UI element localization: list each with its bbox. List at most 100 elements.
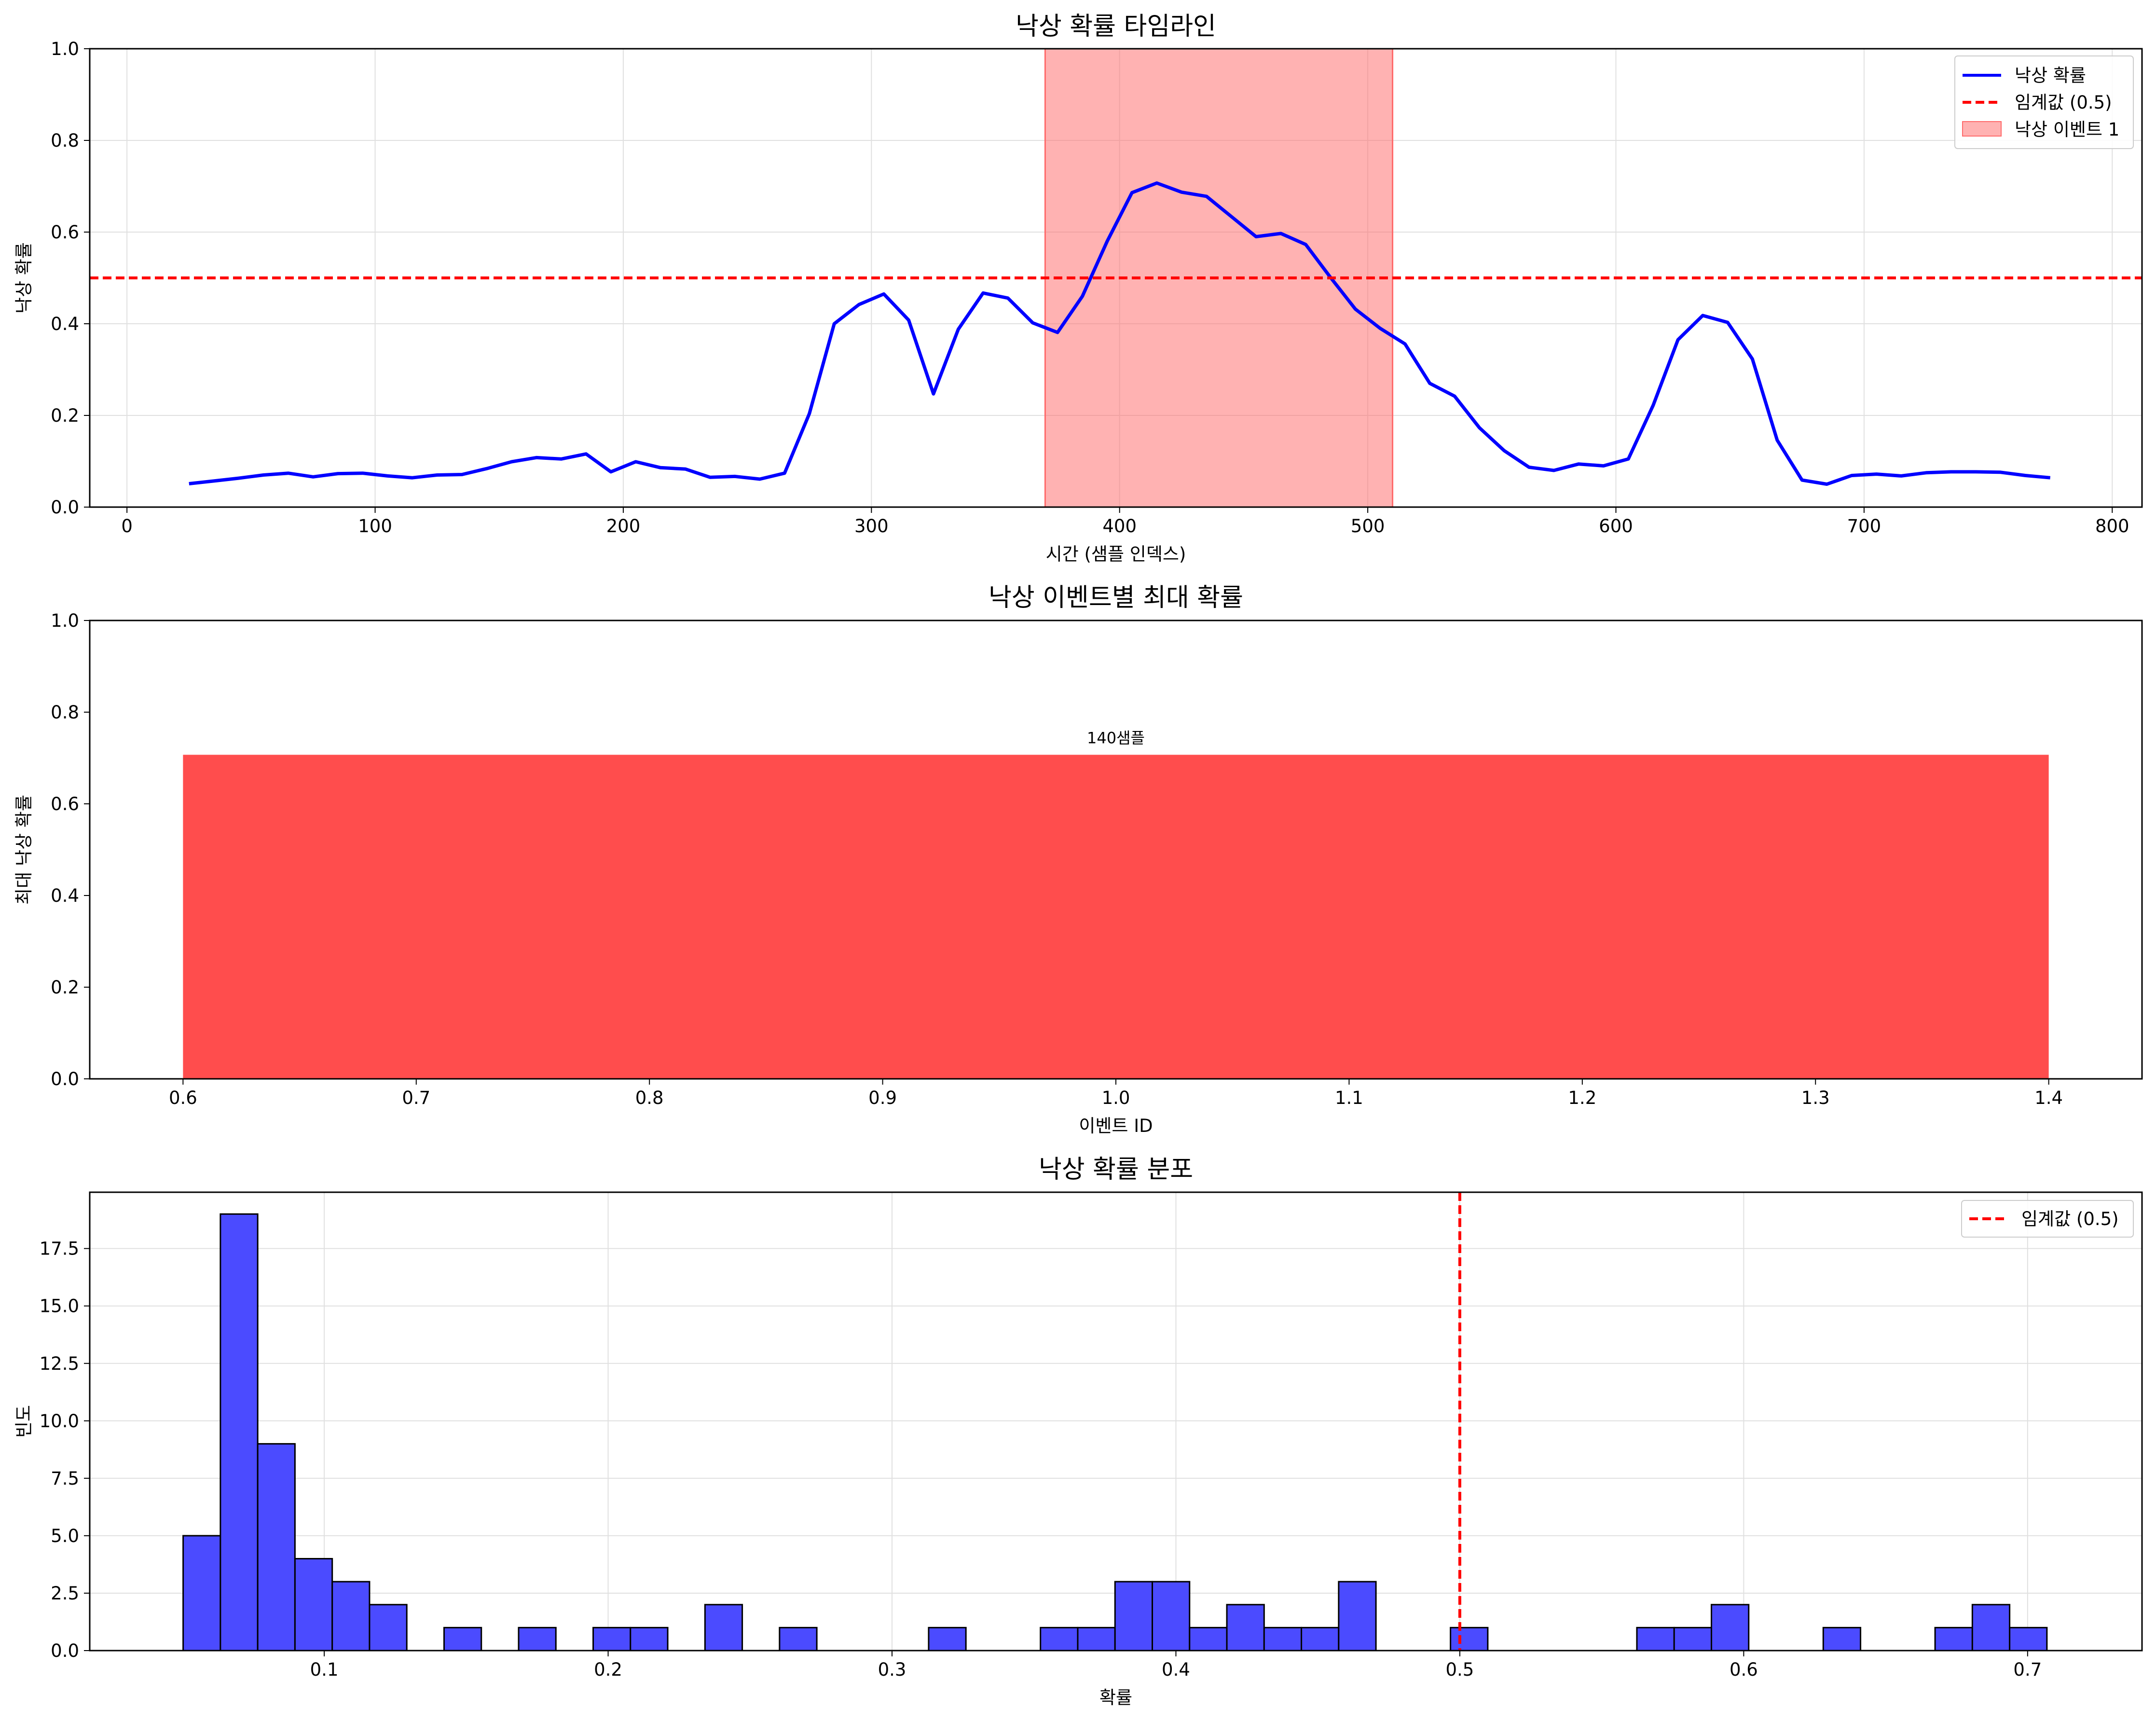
distribution-legend-box	[1961, 1200, 2134, 1238]
timeline-y-tick-label: 0.8	[51, 130, 79, 151]
histogram-bar	[257, 1443, 296, 1652]
event-max-y-axis-label: 최대 낙상 확률	[14, 795, 34, 905]
timeline-x-tick-label: 0	[121, 516, 133, 537]
distribution-ticks: 0.1 0.2 0.3 0.4 0.5 0.6 0.7 0.0 2.5 5.0 7.5 10.0 12.…	[40, 1239, 2042, 1680]
timeline-x-tick-label: 300	[854, 516, 889, 537]
distribution-y-tick-label: 12.5	[40, 1353, 79, 1374]
timeline-y-tick-label: 0.6	[51, 222, 79, 243]
distribution-plot-frame	[89, 1191, 2143, 1652]
event-max-x-axis-label: 이벤트 ID	[1079, 1116, 1153, 1136]
timeline-x-axis-label: 시간 (샘플 인덱스)	[1046, 544, 1186, 565]
event-max-y-tick-label: 0.8	[51, 702, 79, 723]
timeline-title: 낙상 확률 타임라인	[1016, 12, 1216, 41]
histogram-bar	[704, 1604, 743, 1652]
histogram-bar	[1151, 1581, 1191, 1652]
distribution-y-axis-label: 빈도	[14, 1405, 34, 1438]
distribution-x-tick-label: 0.2	[594, 1659, 622, 1680]
distribution-y-tick-label: 7.5	[51, 1468, 79, 1489]
histogram-bar	[443, 1626, 482, 1652]
timeline-series-layer	[90, 181, 2142, 486]
event-max-bars	[183, 755, 2049, 1079]
event-max-panel: 0.6 0.7 0.8 0.9 1.0 1.1 1.2 1.3 1.4 0.0 0.2 0.4 0.6 0…	[14, 583, 2143, 1136]
distribution-x-tick-label: 0.6	[1730, 1659, 1758, 1680]
histogram-bar	[1338, 1581, 1377, 1652]
timeline-y-tick-label: 0.0	[51, 497, 79, 518]
distribution-x-tick-label: 0.1	[310, 1659, 339, 1680]
histogram-bar	[2009, 1626, 2048, 1652]
event-max-y-tick-label: 0.0	[51, 1069, 79, 1089]
histogram-bar	[331, 1581, 371, 1652]
histogram-bar	[1301, 1626, 1340, 1652]
histogram-bar	[592, 1626, 632, 1652]
timeline-x-tick-label: 700	[1847, 516, 1881, 537]
event-max-x-tick-label: 0.8	[635, 1088, 664, 1108]
histogram-bar	[1189, 1626, 1228, 1652]
event-bar	[183, 755, 2049, 1079]
histogram-bar	[518, 1626, 557, 1652]
distribution-panel: 0.1 0.2 0.3 0.4 0.5 0.6 0.7 0.0 2.5 5.0 7.5 10.0 12.…	[14, 1155, 2143, 1708]
histogram-bar	[630, 1626, 669, 1652]
distribution-bars	[182, 1213, 2048, 1652]
event-max-x-tick-label: 0.7	[402, 1088, 430, 1108]
event-max-y-tick-label: 0.4	[51, 885, 79, 906]
event-max-x-tick-label: 1.3	[1801, 1088, 1830, 1108]
histogram-bar	[220, 1213, 259, 1652]
distribution-x-tick-label: 0.3	[878, 1659, 906, 1680]
legend-label-threshold: 임계값 (0.5)	[2021, 1209, 2119, 1229]
timeline-legend: 낙상 확률 임계값 (0.5) 낙상 이벤트 1	[1954, 55, 2134, 149]
distribution-y-tick-label: 15.0	[40, 1296, 79, 1317]
timeline-x-tick-label: 200	[606, 516, 641, 537]
histogram-bar	[1114, 1581, 1153, 1652]
timeline-probability-line	[189, 181, 2051, 486]
event-bar-data-label: 140샘플	[1087, 729, 1145, 747]
event-max-x-tick-label: 0.9	[868, 1088, 897, 1108]
histogram-bar	[1226, 1604, 1265, 1652]
event-max-x-tick-label: 1.2	[1568, 1088, 1596, 1108]
histogram-bar	[294, 1558, 333, 1652]
timeline-x-tick-label: 500	[1351, 516, 1385, 537]
event-max-title: 낙상 이벤트별 최대 확률	[989, 583, 1243, 612]
distribution-y-tick-label: 2.5	[51, 1583, 79, 1604]
timeline-x-tick-label: 800	[2095, 516, 2129, 537]
event-max-x-tick-label: 1.1	[1335, 1088, 1363, 1108]
histogram-bar	[1710, 1604, 1750, 1652]
event-max-x-tick-label: 0.6	[169, 1088, 197, 1108]
event-max-ticks: 0.6 0.7 0.8 0.9 1.0 1.1 1.2 1.3 1.4 0.0 0.2 0.4 0.6 0…	[51, 610, 2063, 1108]
histogram-bar	[779, 1626, 818, 1652]
distribution-y-tick-label: 5.0	[51, 1526, 79, 1546]
histogram-bar	[1040, 1626, 1079, 1652]
legend-label-probability: 낙상 확률	[2015, 65, 2086, 86]
legend-label-event: 낙상 이벤트 1	[2015, 119, 2119, 140]
distribution-x-tick-label: 0.4	[1162, 1659, 1190, 1680]
event-max-y-tick-label: 0.6	[51, 794, 79, 814]
timeline-x-tick-label: 600	[1599, 516, 1633, 537]
event-max-x-tick-label: 1.0	[1102, 1088, 1130, 1108]
timeline-y-tick-label: 1.0	[51, 39, 79, 59]
distribution-y-tick-label: 10.0	[40, 1411, 79, 1432]
histogram-bar	[1673, 1626, 1712, 1652]
histogram-bar	[1263, 1626, 1303, 1652]
distribution-y-tick-label: 0.0	[51, 1640, 79, 1661]
histogram-bar	[1636, 1626, 1675, 1652]
timeline-y-tick-label: 0.4	[51, 314, 79, 334]
distribution-legend: 임계값 (0.5)	[1961, 1200, 2134, 1238]
histogram-bar	[1971, 1604, 2011, 1652]
timeline-y-tick-label: 0.2	[51, 405, 79, 426]
distribution-x-tick-label: 0.7	[2013, 1659, 2042, 1680]
distribution-y-tick-label: 17.5	[40, 1239, 79, 1259]
histogram-bar	[928, 1626, 967, 1652]
legend-swatch-event	[1962, 121, 2002, 137]
histogram-bar	[1450, 1626, 1489, 1652]
timeline-ticks: 0 100 200 300 400 500 600 700 800 0.0 0.2 0.4 0.6 0.8…	[51, 39, 2129, 537]
legend-label-threshold: 임계값 (0.5)	[2015, 92, 2112, 113]
timeline-plot-frame	[89, 48, 2143, 508]
distribution-x-axis-label: 확률	[1099, 1687, 1132, 1708]
histogram-bar	[1934, 1626, 1973, 1652]
distribution-title: 낙상 확률 분포	[1039, 1155, 1193, 1184]
histogram-bar	[1822, 1626, 1862, 1652]
timeline-x-tick-label: 400	[1102, 516, 1137, 537]
timeline-panel: 0 100 200 300 400 500 600 700 800 0.0 0.2 0.4 0.6 0.8…	[14, 12, 2143, 565]
distribution-x-tick-label: 0.5	[1446, 1659, 1474, 1680]
histogram-bar	[182, 1535, 221, 1652]
